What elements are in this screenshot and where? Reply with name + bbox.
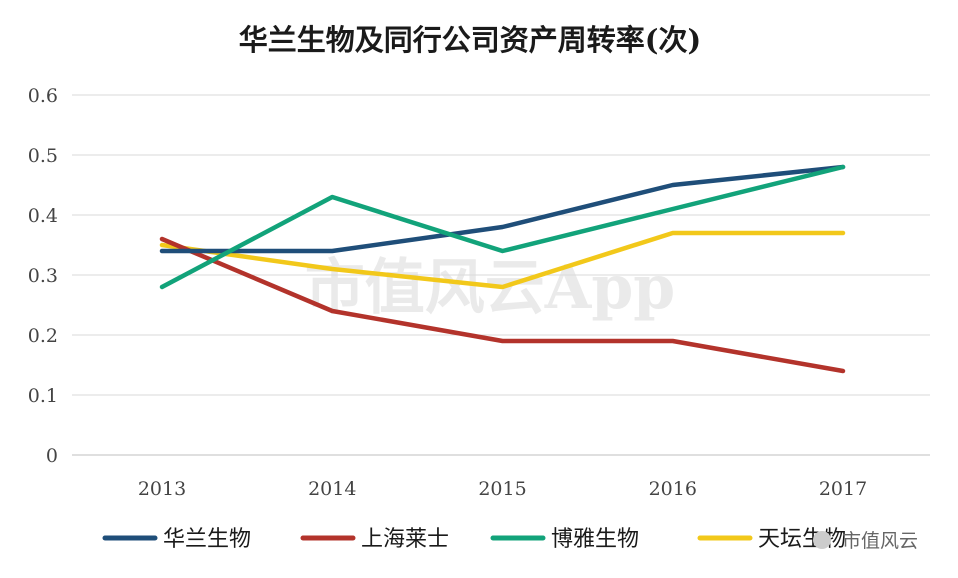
wechat-icon bbox=[813, 531, 831, 549]
series-line-1 bbox=[159, 164, 846, 254]
legend-label: 上海莱士 bbox=[361, 527, 449, 552]
legend-label: 华兰生物 bbox=[163, 527, 251, 552]
x-tick-label: 2014 bbox=[308, 478, 356, 500]
x-tick-label: 2016 bbox=[649, 478, 697, 500]
grid-lines bbox=[72, 94, 930, 456]
y-tick-label: 0 bbox=[46, 445, 58, 467]
y-tick-label: 0.6 bbox=[28, 85, 58, 107]
x-tick-label: 2015 bbox=[478, 478, 526, 500]
x-axis-ticks: 2013 2014 2015 2016 2017 bbox=[138, 478, 867, 500]
corner-watermark-text: 市值风云 bbox=[842, 530, 918, 552]
y-tick-label: 0.3 bbox=[28, 265, 58, 287]
legend-label: 天坛生物 bbox=[758, 527, 846, 552]
series-lines bbox=[159, 164, 846, 374]
y-axis-ticks: 0 0.1 0.2 0.3 0.4 0.5 0.6 bbox=[28, 85, 58, 467]
chart-title: 华兰生物及同行公司资产周转率(次) bbox=[239, 23, 701, 57]
series-line-3 bbox=[159, 164, 846, 290]
legend-label: 博雅生物 bbox=[551, 527, 639, 552]
y-tick-label: 0.5 bbox=[28, 145, 58, 167]
y-tick-label: 0.4 bbox=[28, 205, 58, 227]
watermark-text: 市值风云App bbox=[305, 253, 675, 323]
series-line-4 bbox=[159, 230, 846, 290]
legend: 华兰生物 上海莱士 博雅生物 天坛生物 bbox=[102, 527, 846, 552]
x-tick-label: 2017 bbox=[819, 478, 867, 500]
x-tick-label: 2013 bbox=[138, 478, 186, 500]
y-tick-label: 0.1 bbox=[28, 385, 58, 407]
y-tick-label: 0.2 bbox=[28, 325, 58, 347]
corner-watermark: 市值风云 bbox=[813, 530, 918, 552]
series-line-2 bbox=[159, 236, 846, 374]
